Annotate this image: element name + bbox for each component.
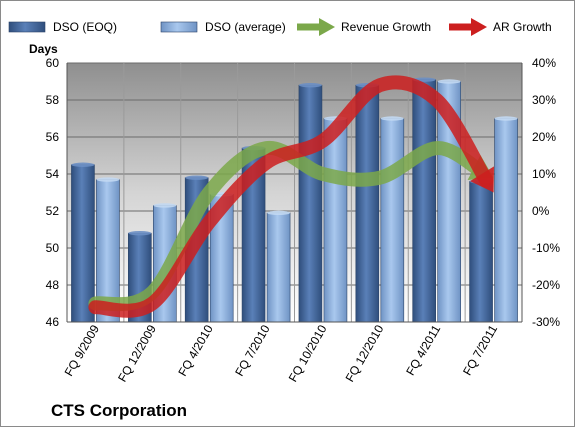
- x-tick-label: FQ 10/2010: [286, 322, 330, 384]
- legend: DSO (EOQ) DSO (average) Revenue Growth AR G…: [8, 18, 552, 36]
- bar-top: [267, 210, 291, 216]
- y-tick-label: 54: [46, 167, 60, 181]
- y2-tick-label: 10%: [532, 167, 556, 181]
- bar-top: [494, 116, 518, 121]
- y-tick-label: 48: [46, 278, 60, 292]
- y2-tick-label: 30%: [532, 93, 556, 107]
- bar: [412, 79, 436, 323]
- legend-label: DSO (average): [205, 20, 286, 34]
- legend-swatch: [8, 21, 46, 33]
- x-tick-label: FQ 12/2009: [115, 322, 159, 384]
- bar-top: [185, 175, 209, 180]
- x-tick-label: FQ 7/2011: [460, 322, 500, 378]
- x-tick-label: FQ 4/2010: [175, 322, 216, 378]
- y2-tick-label: -30%: [532, 315, 560, 329]
- x-tick-label: FQ 12/2010: [343, 322, 387, 384]
- x-tick-label: FQ 9/2009: [62, 322, 103, 378]
- y-axis-label: Days: [29, 42, 58, 56]
- series-arrowhead: [470, 166, 494, 193]
- bar: [469, 181, 493, 323]
- series-line: [88, 75, 494, 318]
- y-tick-label: 52: [46, 204, 60, 218]
- x-tick-label: FQ 7/2010: [232, 322, 273, 378]
- bar-top: [96, 177, 120, 182]
- bar: [323, 118, 348, 323]
- bar: [355, 84, 380, 323]
- legend-swatch-arrowhead: [471, 18, 487, 36]
- y2-tick-label: 0%: [532, 204, 550, 218]
- bar-top: [380, 116, 404, 121]
- bar: [266, 212, 291, 323]
- legend-swatch: [160, 21, 198, 33]
- bar-top: [298, 83, 322, 88]
- bar: [380, 118, 405, 323]
- lines-layer: [88, 75, 494, 318]
- y-tick-label: 60: [46, 56, 60, 70]
- bar: [298, 84, 323, 323]
- y2-tick-label: 20%: [532, 130, 556, 144]
- legend-label: AR Growth: [493, 20, 552, 34]
- bar-top: [128, 231, 152, 236]
- chart-title: CTS Corporation: [51, 401, 187, 420]
- bar-top: [153, 203, 177, 208]
- x-tick-label: FQ 4/2011: [403, 322, 443, 378]
- y-tick-label: 58: [46, 93, 60, 107]
- bar-top: [71, 162, 95, 167]
- y2-tick-label: 40%: [532, 56, 556, 70]
- y-tick-label: 46: [46, 315, 60, 329]
- y-tick-label: 56: [46, 130, 60, 144]
- bar-top: [437, 79, 461, 84]
- y-tick-label: 50: [46, 241, 60, 255]
- legend-label: Revenue Growth: [341, 20, 431, 34]
- bar: [494, 118, 518, 323]
- y2-tick-label: -20%: [532, 278, 560, 292]
- legend-label: DSO (EOQ): [53, 20, 117, 34]
- y2-tick-label: -10%: [532, 241, 560, 255]
- legend-swatch-arrowhead: [319, 18, 335, 36]
